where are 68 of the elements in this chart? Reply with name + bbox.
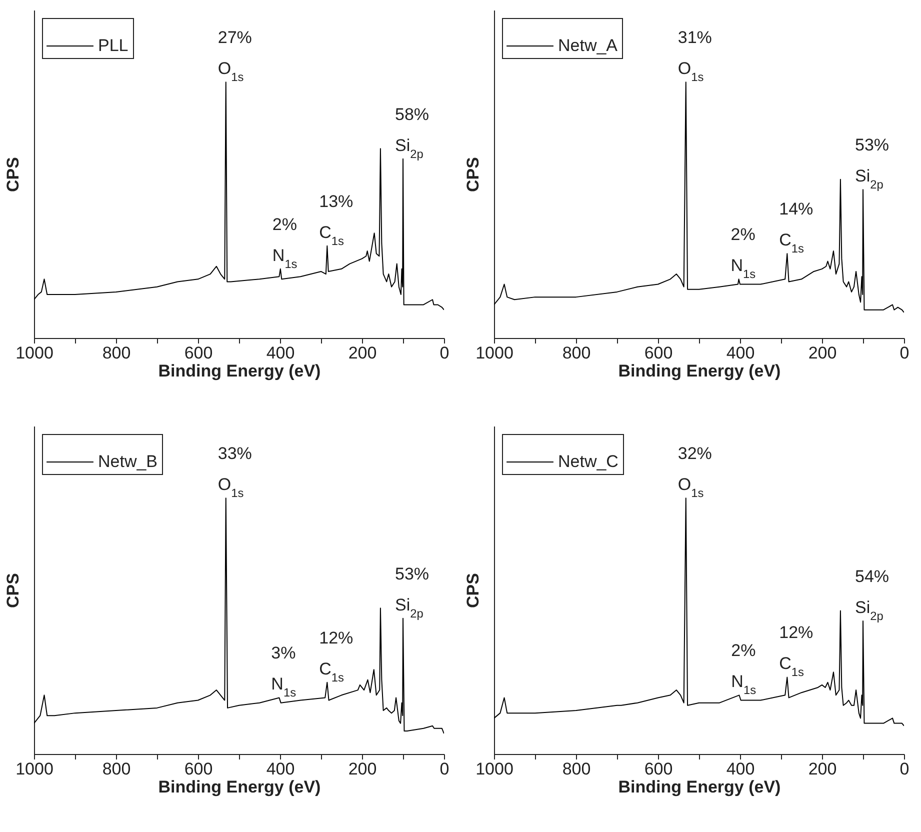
- annotation: C$_{1s}$: [319, 659, 344, 684]
- x-tick-label: 200: [808, 760, 837, 778]
- y-axis-title: CPS: [4, 157, 22, 192]
- x-tick-label: 1000: [476, 344, 514, 362]
- annotation: 53%: [395, 564, 430, 584]
- legend-label: PLL: [98, 36, 128, 55]
- x-tick-label: 0: [900, 760, 910, 778]
- annotation: 13%: [319, 192, 354, 211]
- annotation: 12%: [779, 623, 814, 642]
- annotation: 58%: [395, 104, 430, 124]
- x-tick-label: 200: [808, 344, 837, 362]
- annotation: N$_{1s}$: [730, 256, 756, 282]
- x-tick-label: 1000: [16, 344, 54, 362]
- x-tick-label: 0: [440, 344, 450, 362]
- x-tick-label: 800: [102, 760, 131, 778]
- annotation: 14%: [779, 200, 814, 219]
- annotation: 53%: [855, 136, 890, 155]
- x-tick-label: 600: [644, 760, 673, 778]
- annotation: 2%: [272, 214, 297, 234]
- annotation: Si$_{2p}$: [395, 595, 424, 620]
- annotation: 2%: [731, 641, 756, 660]
- y-axis-title: CPS: [4, 573, 22, 608]
- x-tick-label: 0: [440, 760, 450, 778]
- legend-label: Netw_C: [558, 452, 618, 471]
- x-tick-label: 600: [184, 344, 213, 362]
- annotation: N$_{1s}$: [271, 674, 296, 700]
- x-tick-label: 800: [562, 344, 591, 362]
- x-tick-label: 600: [644, 344, 673, 362]
- annotation: C$_{1s}$: [779, 654, 804, 680]
- legend-label: Netw_B: [98, 452, 158, 471]
- x-tick-label: 400: [266, 760, 295, 778]
- annotation: 2%: [730, 225, 756, 244]
- x-axis-title: Binding Energy (eV): [618, 778, 781, 796]
- annotation: 12%: [319, 628, 354, 648]
- annotation: Si$_{2p}$: [855, 166, 884, 192]
- x-tick-label: 400: [726, 344, 755, 362]
- x-axis-title: Binding Energy (eV): [618, 362, 781, 380]
- annotation: N$_{1s}$: [731, 672, 756, 698]
- x-tick-label: 800: [562, 760, 591, 778]
- x-tick-label: 400: [266, 344, 295, 362]
- annotation: 3%: [271, 644, 296, 663]
- annotation: O$_{1s}$: [678, 475, 704, 500]
- annotation: N$_{1s}$: [272, 246, 298, 271]
- y-axis-title: CPS: [464, 573, 482, 608]
- annotation: C$_{1s}$: [319, 222, 344, 248]
- annotation: 32%: [678, 444, 712, 464]
- x-tick-label: 800: [102, 344, 131, 362]
- x-axis-title: Binding Energy (eV): [158, 362, 321, 380]
- x-axis-title: Binding Energy (eV): [158, 778, 321, 796]
- x-tick-label: 200: [348, 344, 377, 362]
- annotation: 27%: [218, 28, 252, 48]
- x-tick-label: 0: [900, 344, 910, 362]
- x-tick-label: 200: [348, 760, 377, 778]
- annotation: 33%: [218, 444, 252, 464]
- annotation: Si$_{2p}$: [855, 598, 884, 623]
- x-tick-label: 1000: [16, 760, 54, 778]
- annotation: Si$_{2p}$: [395, 136, 424, 161]
- annotation: 31%: [678, 28, 712, 48]
- annotation: O$_{1s}$: [678, 59, 704, 84]
- annotation: O$_{1s}$: [218, 475, 244, 500]
- annotation: 54%: [855, 566, 890, 586]
- annotation: C$_{1s}$: [779, 230, 804, 256]
- x-tick-label: 400: [726, 760, 755, 778]
- x-tick-label: 600: [184, 760, 213, 778]
- x-tick-label: 1000: [476, 760, 514, 778]
- annotation: O$_{1s}$: [218, 59, 244, 84]
- y-axis-title: CPS: [464, 157, 482, 192]
- legend-label: Netw_A: [558, 36, 618, 55]
